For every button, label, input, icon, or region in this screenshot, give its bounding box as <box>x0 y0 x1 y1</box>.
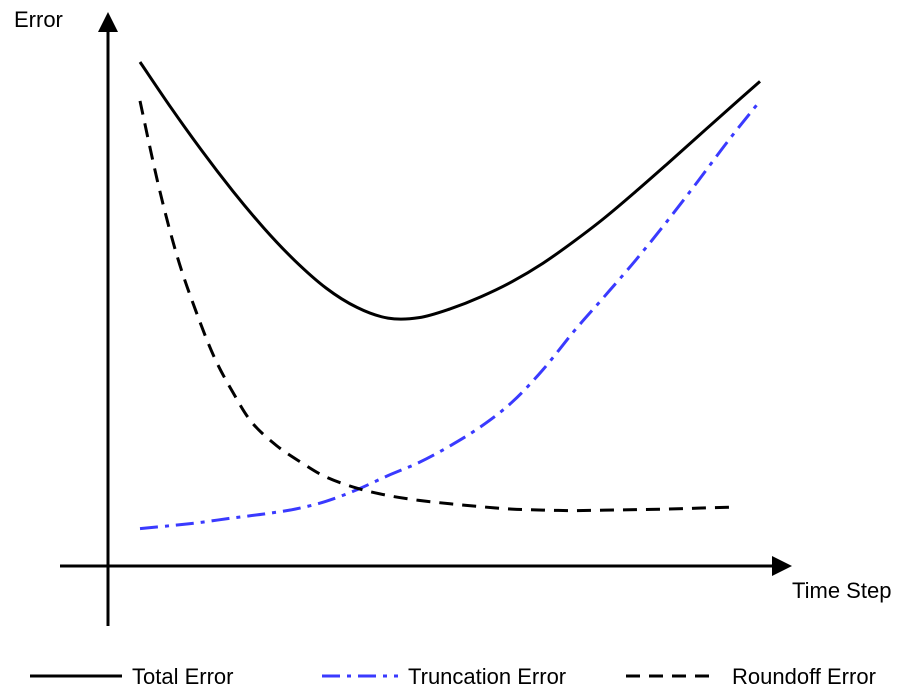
roundoff-error-line <box>138 100 730 513</box>
legend-item-total-error: Total Error <box>30 664 233 689</box>
legend-label-roundoff-error: Roundoff Error <box>732 664 876 689</box>
truncation-error-line <box>139 99 762 531</box>
legend-item-roundoff-error: Roundoff Error <box>626 664 876 689</box>
y-axis-label: Error <box>14 7 63 32</box>
total-error-line <box>138 61 761 321</box>
series-layer <box>138 61 762 531</box>
legend-label-truncation-error: Truncation Error <box>408 664 566 689</box>
legend-item-truncation-error: Truncation Error <box>322 664 566 689</box>
legend: Total Error Truncation Error Roundoff Erro… <box>30 664 876 689</box>
legend-label-total-error: Total Error <box>132 664 233 689</box>
x-axis-label: Time Step <box>792 578 891 603</box>
